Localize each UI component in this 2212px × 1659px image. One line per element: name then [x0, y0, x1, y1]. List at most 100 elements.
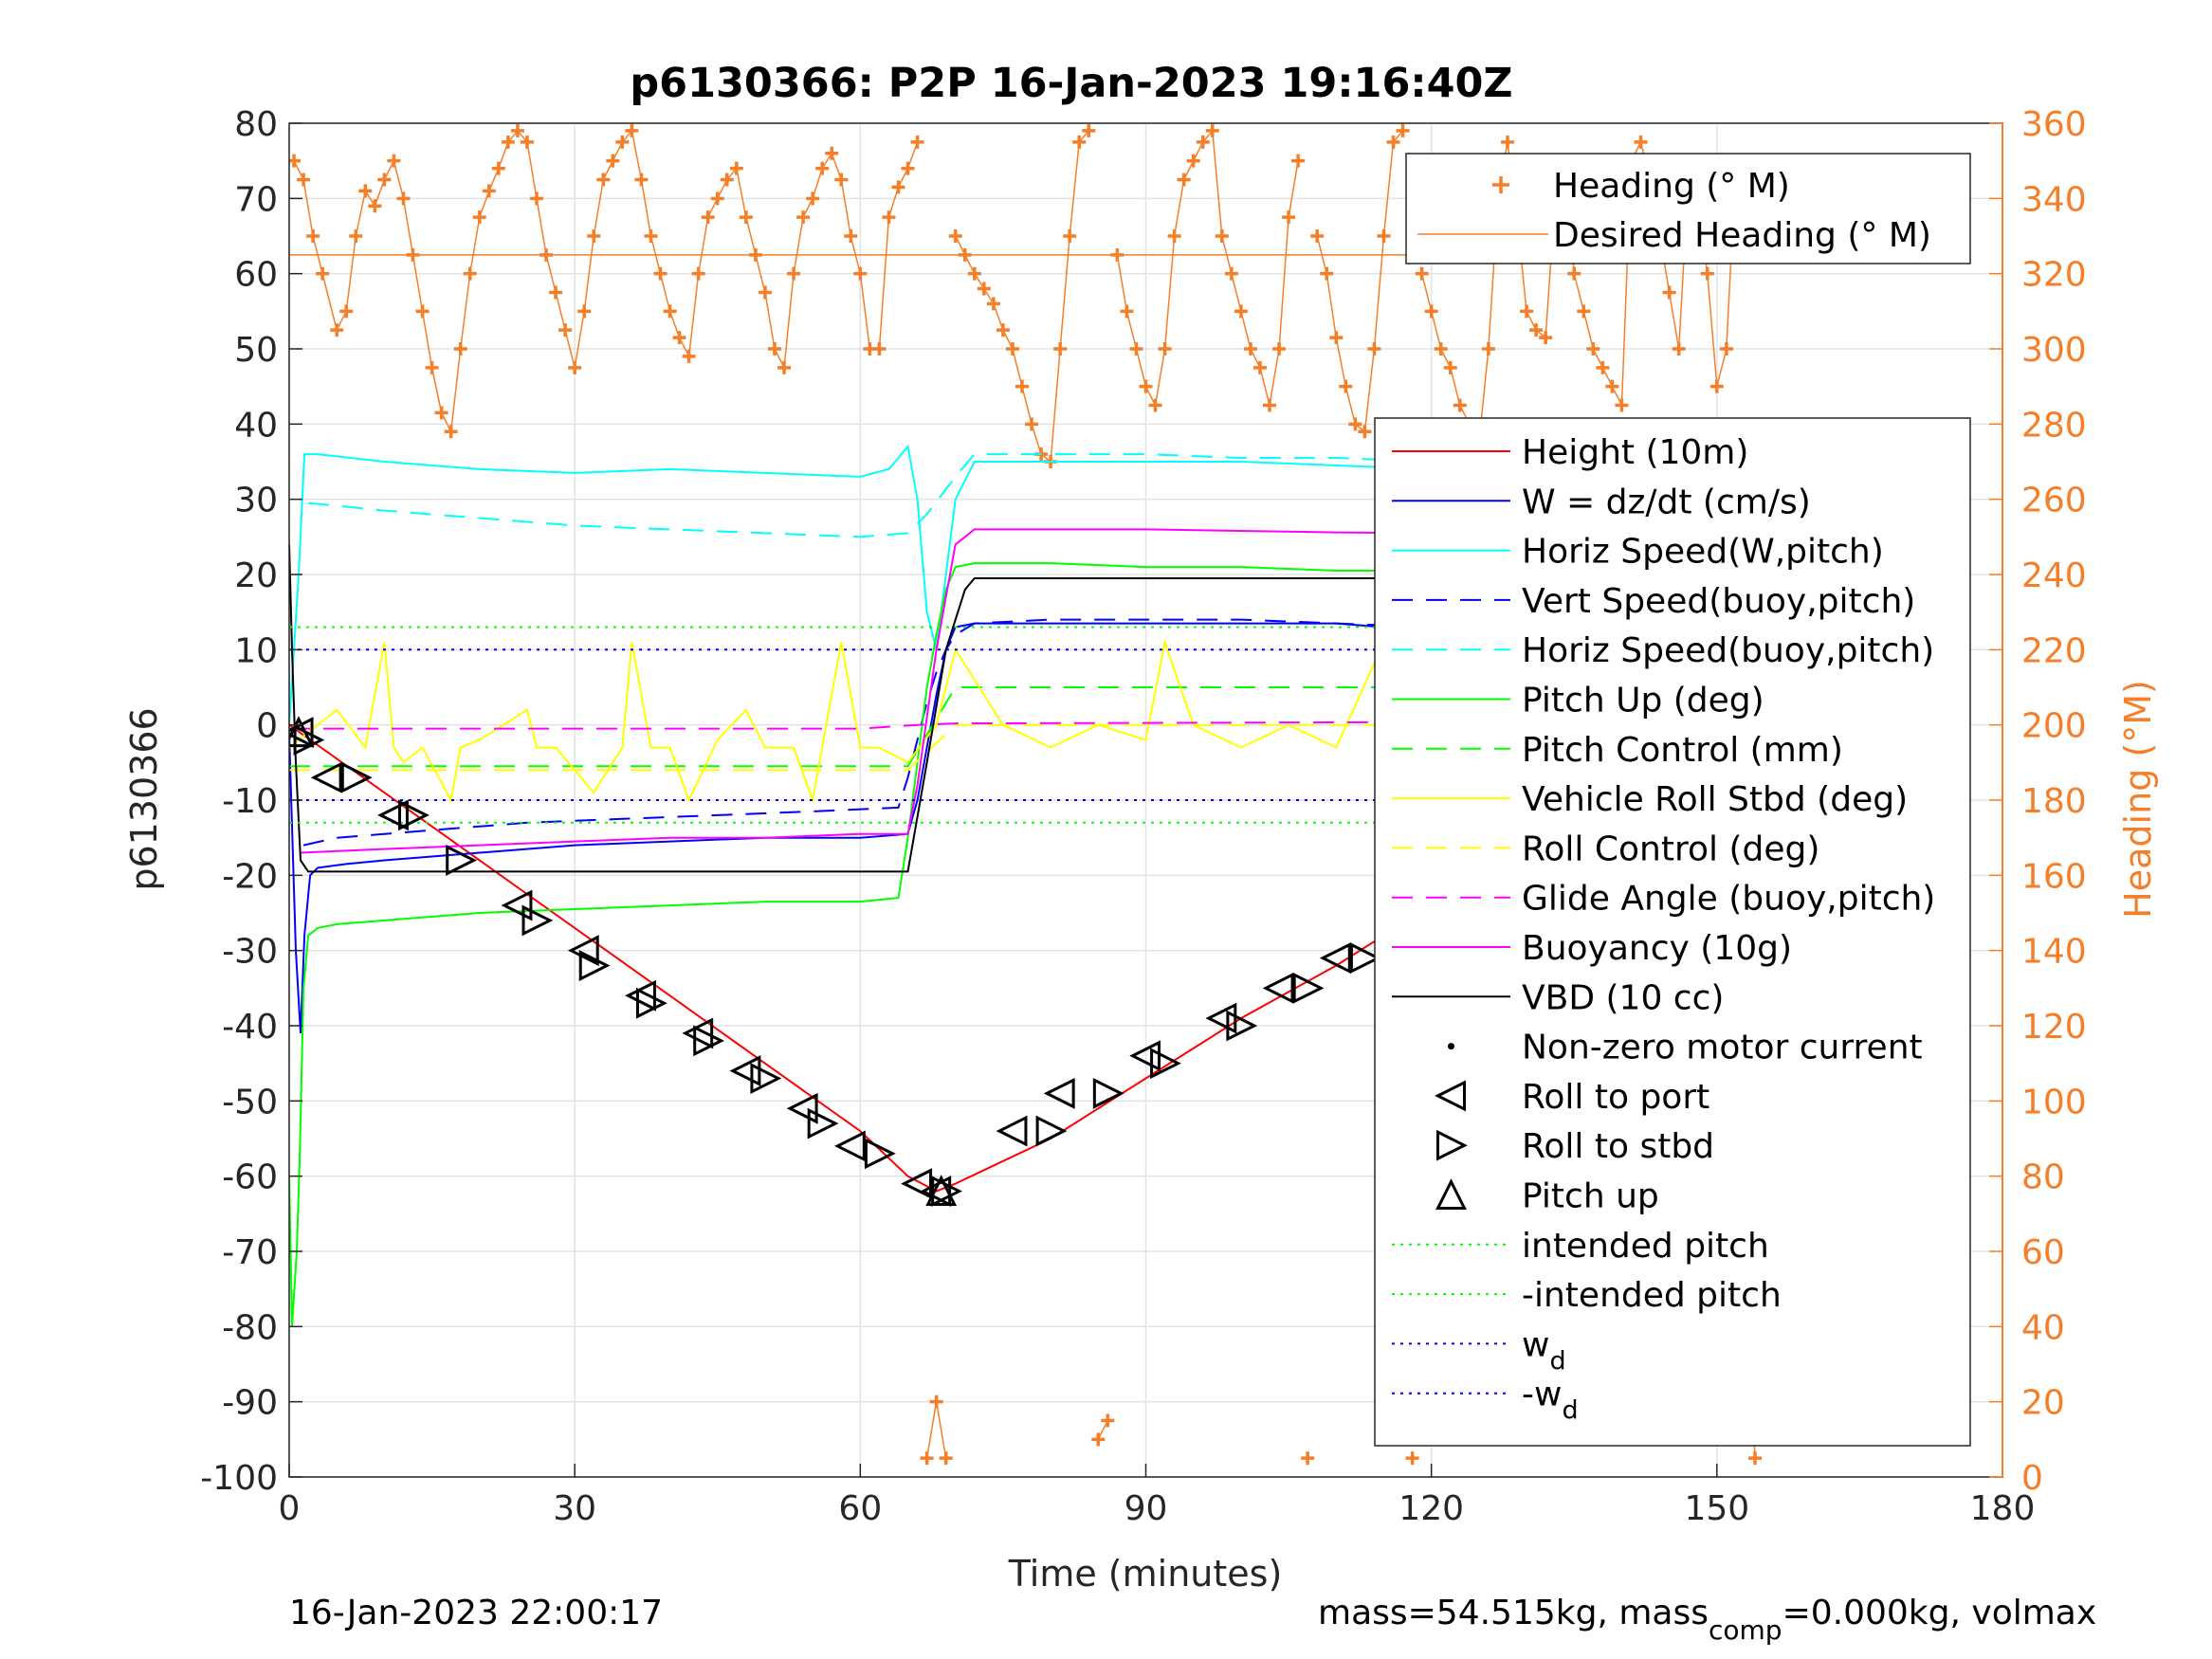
- heading-point: [1672, 342, 1686, 356]
- heading-segment: [1707, 273, 1718, 387]
- heading-point: [1167, 229, 1181, 243]
- heading-point: [1243, 342, 1257, 356]
- heading-point: [891, 180, 905, 194]
- ticks: 0 30 60 90 120 150 18080706050403020100-10-20-…: [200, 105, 2086, 1528]
- heading-segment: [1050, 348, 1061, 463]
- roll-stbd-marker: [1349, 942, 1381, 975]
- heading-point: [406, 247, 420, 262]
- legend-label: Roll to stbd: [1522, 1127, 1714, 1166]
- heading-point: [787, 266, 801, 281]
- roll-port-marker: [567, 935, 599, 967]
- x-tick-label: 120: [1398, 1489, 1464, 1528]
- y-right-tick-label: 140: [2021, 933, 2087, 972]
- heading-point: [1101, 1413, 1115, 1428]
- heading-point: [396, 191, 411, 206]
- y-right-tick-label: 60: [2021, 1233, 2065, 1272]
- heading-point: [882, 210, 896, 225]
- heading-point: [1120, 304, 1134, 319]
- legend-heading-label: Heading (° M): [1553, 167, 1790, 206]
- heading-point: [758, 285, 772, 300]
- legend-label: Vert Speed(buoy,pitch): [1522, 582, 1915, 621]
- heading-point: [387, 154, 401, 168]
- y-tick-label: 80: [234, 105, 278, 144]
- heading-point: [986, 297, 1000, 311]
- roll-port-marker: [310, 761, 342, 793]
- heading-point: [872, 342, 887, 356]
- roll-stbd-marker: [1226, 1010, 1258, 1042]
- roll-stbd-marker: [398, 799, 430, 831]
- y-right-tick-label: 100: [2021, 1083, 2087, 1121]
- heading-segment: [468, 217, 481, 274]
- heading-segment: [1288, 160, 1299, 218]
- roll-stbd-marker: [1150, 1048, 1181, 1080]
- legend-label: Height (10m): [1522, 433, 1748, 472]
- heading-point: [1148, 398, 1162, 412]
- y-tick-label: 0: [256, 707, 278, 746]
- legend-label: Pitch Up (deg): [1522, 682, 1764, 720]
- roll-stbd-marker: [1092, 1077, 1124, 1109]
- heading-segment: [1363, 348, 1376, 432]
- legend-label: Roll Control (deg): [1522, 830, 1819, 868]
- y-tick-label: -90: [222, 1384, 278, 1423]
- heading-point: [339, 304, 354, 319]
- y-right-tick-label: 0: [2021, 1459, 2043, 1498]
- heading-point: [1500, 135, 1514, 149]
- roll-stbd-marker: [635, 987, 667, 1019]
- heading-point: [1539, 331, 1553, 345]
- y-tick-label: 20: [234, 556, 278, 595]
- footer-timestamp: 16-Jan-2023 22:00:17: [289, 1594, 663, 1632]
- roll-stbd-marker: [1035, 1115, 1068, 1147]
- roll-stbd-marker: [807, 1107, 839, 1139]
- heading-segment: [783, 273, 795, 368]
- heading-segment: [1163, 235, 1176, 350]
- heading-point: [1110, 247, 1124, 262]
- heading-segment: [1373, 235, 1385, 350]
- heading-segment: [1382, 141, 1395, 237]
- heading-point: [701, 210, 715, 225]
- heading-point: [1339, 379, 1353, 393]
- roll-port-marker: [1262, 972, 1294, 1004]
- heading-point: [1405, 1451, 1419, 1466]
- legend-dot-icon: [1448, 1043, 1454, 1050]
- legend-heading-plus-icon: [1492, 176, 1509, 193]
- heading-point: [1662, 285, 1676, 300]
- heading-point: [596, 173, 611, 187]
- heading-point: [996, 323, 1010, 337]
- heading-point: [1263, 398, 1277, 412]
- heading-point: [1005, 342, 1019, 356]
- y-right-tick-label: 260: [2021, 482, 2087, 520]
- heading-point: [777, 360, 792, 374]
- heading-point: [1234, 304, 1248, 319]
- y-right-tick-label: 320: [2021, 256, 2087, 295]
- series-roll-control-deg-: [289, 723, 1764, 772]
- roll-stbd-marker: [446, 845, 478, 876]
- y-right-tick-label: 40: [2021, 1308, 2065, 1347]
- heading-point: [1291, 154, 1306, 168]
- legend-main: Height (10m) W = dz/dt (cm/s) Horiz Speed(…: [1374, 417, 1971, 1447]
- heading-point: [330, 323, 344, 337]
- heading-segment: [574, 311, 585, 368]
- heading-point: [1481, 342, 1495, 356]
- legend-main-box: [1374, 417, 1971, 1447]
- heading-point: [1520, 304, 1534, 319]
- heading-point: [853, 266, 868, 281]
- y-tick-label: 60: [234, 256, 278, 295]
- series-pitch-control-mm-: [289, 686, 1764, 768]
- footer-mass-sub: comp: [1709, 1614, 1782, 1646]
- heading-point: [568, 360, 582, 374]
- heading-point: [482, 184, 496, 198]
- heading-point: [691, 266, 705, 281]
- y-right-tick-label: 300: [2021, 331, 2087, 370]
- heading-segment: [430, 367, 443, 413]
- heading-point: [1025, 417, 1039, 431]
- heading-segment: [421, 311, 433, 368]
- heading-point: [1015, 379, 1029, 393]
- heading-point: [844, 229, 858, 243]
- y-tick-label: -50: [222, 1083, 278, 1121]
- legend-label: Non-zero motor current: [1522, 1029, 1923, 1067]
- heading-point: [1605, 379, 1619, 393]
- heading-point: [644, 229, 658, 243]
- y-axis-right-label: Heading (°M): [2117, 680, 2159, 919]
- heading-segment: [345, 235, 357, 312]
- heading-point: [1453, 398, 1467, 412]
